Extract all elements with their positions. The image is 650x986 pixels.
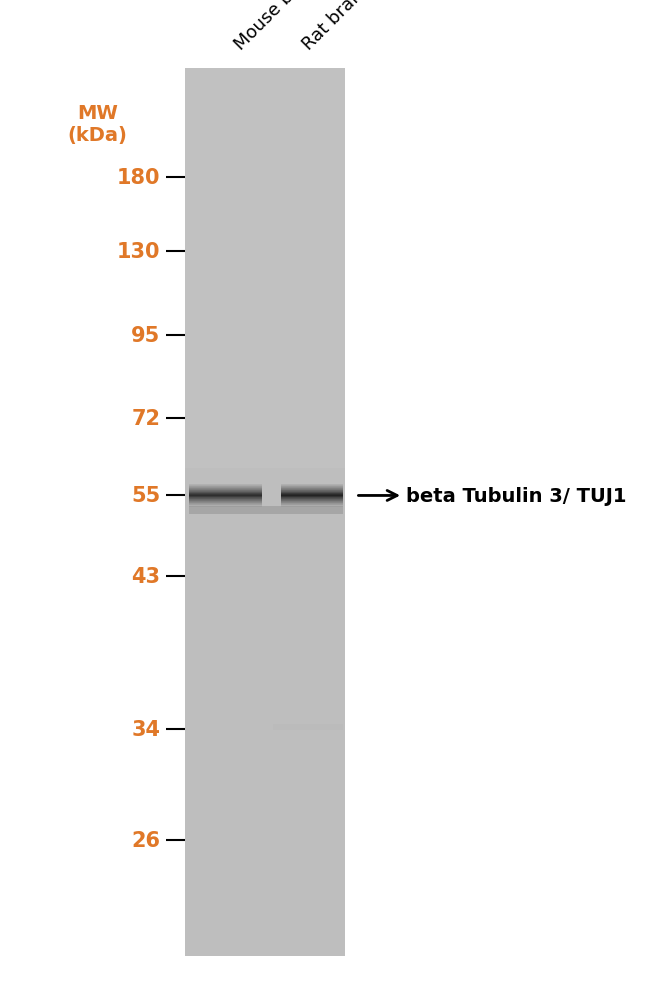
Text: beta Tubulin 3/ TUJ1: beta Tubulin 3/ TUJ1 [406,486,627,506]
Text: 26: 26 [131,830,161,850]
Text: 95: 95 [131,325,161,345]
Text: 43: 43 [131,567,161,587]
Bar [185,69,344,956]
Text: 72: 72 [131,409,161,429]
Text: Mouse brain: Mouse brain [231,0,322,54]
Bar [188,507,343,515]
Bar [185,69,344,468]
Text: 34: 34 [131,720,161,740]
Text: 55: 55 [131,486,161,506]
Text: 130: 130 [117,242,161,261]
Text: 180: 180 [117,168,161,187]
Text: Rat brain: Rat brain [299,0,370,54]
Text: MW
(kDa): MW (kDa) [68,104,127,145]
Bar [273,725,343,731]
